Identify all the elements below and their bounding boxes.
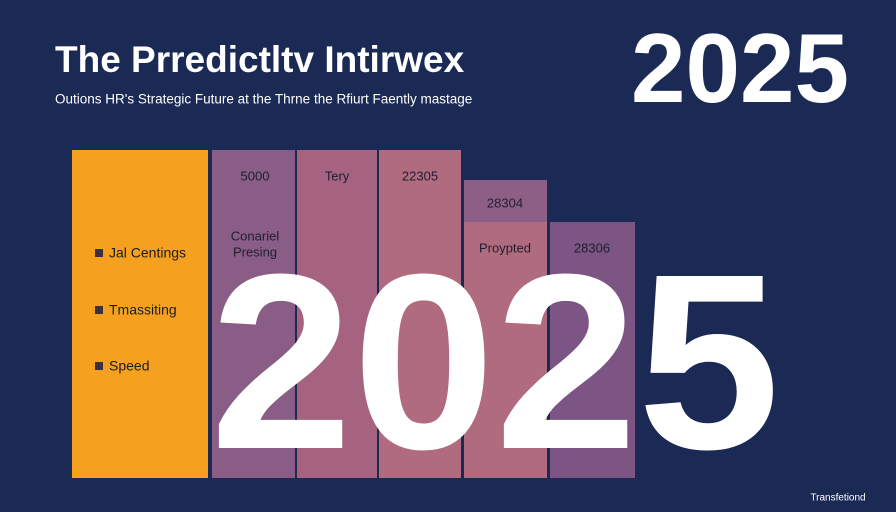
footer: Transfetiond <box>810 493 865 504</box>
subtitle: Outions HR's Strategic Future at the Thr… <box>55 92 472 107</box>
column <box>297 150 377 478</box>
legend-marker <box>95 249 103 257</box>
legend-marker <box>95 306 103 314</box>
column-label: Presing <box>233 244 277 259</box>
column <box>550 222 635 478</box>
column-label: 5000 <box>241 168 270 183</box>
column-label: Tery <box>325 168 350 183</box>
overlay-year: 2025 <box>210 222 780 501</box>
legend-label: Jal Centings <box>109 245 186 261</box>
column <box>379 150 461 478</box>
legend-marker <box>95 362 103 370</box>
legend: Jal Centings Tmassiting Speed <box>95 245 186 374</box>
column-label: Conariel <box>231 228 280 243</box>
column-label: 28304 <box>487 195 523 210</box>
column <box>464 222 547 478</box>
column-cap <box>464 180 547 222</box>
column-label: Proypted <box>479 240 531 255</box>
title: The Prredictltv Intirwex <box>55 39 465 80</box>
legend-label: Tmassiting <box>109 302 177 318</box>
column <box>212 150 295 478</box>
year-heading: 2025 <box>631 13 849 123</box>
legend-label: Speed <box>109 358 149 374</box>
column-label: 28306 <box>574 240 610 255</box>
column-label: 22305 <box>402 168 438 183</box>
orange-panel <box>72 150 208 478</box>
